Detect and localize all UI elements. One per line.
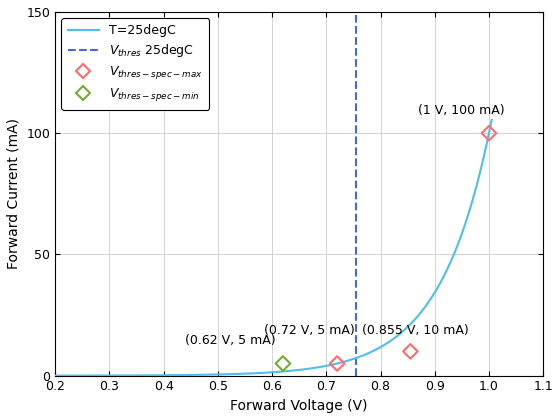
Point xyxy=(333,360,342,367)
Legend: T=25degC, $V_{thres}$ 25degC, $V_{thres-spec-max}$, $V_{thres-spec-min}$: T=25degC, $V_{thres}$ 25degC, $V_{thres-… xyxy=(62,18,209,110)
Text: (0.72 V, 5 mA): (0.72 V, 5 mA) xyxy=(264,324,354,337)
X-axis label: Forward Voltage (V): Forward Voltage (V) xyxy=(231,399,368,413)
Y-axis label: Forward Current (mA): Forward Current (mA) xyxy=(7,118,21,269)
Point xyxy=(406,348,415,355)
Text: (0.855 V, 10 mA): (0.855 V, 10 mA) xyxy=(362,324,468,337)
Point xyxy=(278,360,287,367)
Point xyxy=(484,130,493,136)
Text: (1 V, 100 mA): (1 V, 100 mA) xyxy=(418,104,505,117)
Text: (0.62 V, 5 mA): (0.62 V, 5 mA) xyxy=(185,334,276,347)
